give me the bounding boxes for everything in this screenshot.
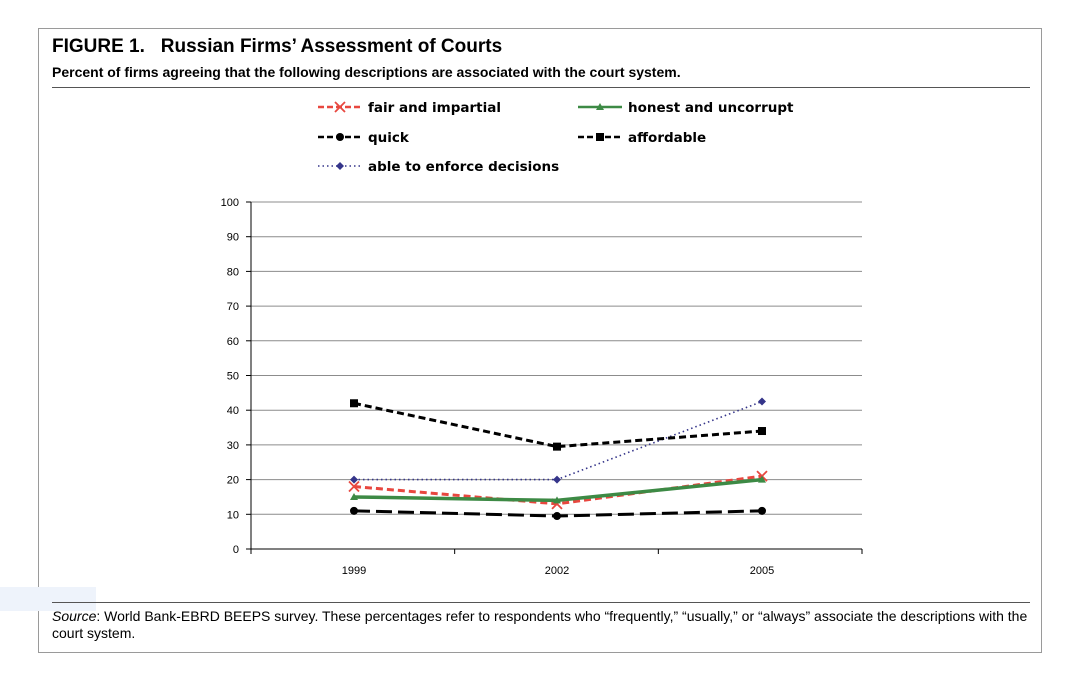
data-point-quick [350, 506, 358, 515]
faint-overlay [0, 587, 96, 611]
figure-label: FIGURE 1. [52, 36, 145, 57]
y-tick-label: 30 [227, 440, 239, 452]
y-tick-label: 0 [233, 544, 239, 556]
data-point-quick [758, 506, 766, 515]
figure-frame [38, 28, 1042, 653]
y-tick-label: 40 [227, 405, 239, 417]
top-rule [52, 87, 1030, 88]
series-line-honest-and-uncorrupt [353, 477, 763, 503]
bottom-rule [52, 602, 1030, 603]
y-tick-label: 70 [227, 301, 239, 313]
y-tick-label: 100 [221, 197, 239, 209]
legend-label-quick: quick [368, 130, 410, 146]
y-tick-label: 10 [227, 509, 239, 521]
y-tick-label: 60 [227, 336, 239, 348]
legend-marker-fair-and-impartial [334, 101, 346, 113]
x-tick-label: 2005 [750, 565, 774, 577]
data-point-affordable [350, 399, 358, 408]
source-label: Source [52, 608, 97, 624]
data-point-affordable [758, 427, 766, 436]
data-point-affordable [553, 442, 561, 451]
y-tick-label: 90 [227, 232, 239, 244]
legend-label-affordable: affordable [628, 130, 706, 146]
figure-title-text: Russian Firms’ Assessment of Courts [160, 36, 503, 57]
data-point-able-to-enforce-decisions [553, 475, 561, 484]
legend-marker-quick [336, 133, 344, 141]
data-point-able-to-enforce-decisions [350, 475, 358, 484]
data-point-honest-and-uncorrupt [350, 492, 358, 500]
figure-subtitle: Percent of firms agreeing that the follo… [52, 64, 681, 80]
series-line-affordable [353, 401, 763, 449]
data-point-honest-and-uncorrupt [758, 475, 766, 483]
figure-source: Source: World Bank-EBRD BEEPS survey. Th… [52, 608, 1032, 642]
y-tick-label: 50 [227, 371, 239, 383]
series-line-able-to-enforce-decisions [354, 400, 763, 481]
legend-marker-affordable [596, 133, 604, 141]
legend-label-able-to-enforce-decisions: able to enforce decisions [368, 159, 559, 175]
data-point-fair-and-impartial [348, 480, 360, 493]
legend-label-honest-and-uncorrupt: honest and uncorrupt [628, 100, 794, 116]
data-point-honest-and-uncorrupt [553, 496, 561, 504]
data-point-able-to-enforce-decisions [758, 397, 766, 406]
x-tick-label: 2002 [545, 565, 569, 577]
source-text: : World Bank-EBRD BEEPS survey. These pe… [52, 608, 1028, 641]
legend-marker-honest-and-uncorrupt [596, 103, 604, 110]
figure-title: FIGURE 1. Russian Firms’ Assessment of C… [52, 36, 502, 58]
y-tick-label: 20 [227, 475, 239, 487]
data-point-quick [553, 512, 561, 521]
legend-marker-able-to-enforce-decisions [336, 162, 344, 170]
legend-label-fair-and-impartial: fair and impartial [368, 100, 501, 116]
x-tick-label: 1999 [342, 565, 366, 577]
y-tick-label: 80 [227, 266, 239, 278]
